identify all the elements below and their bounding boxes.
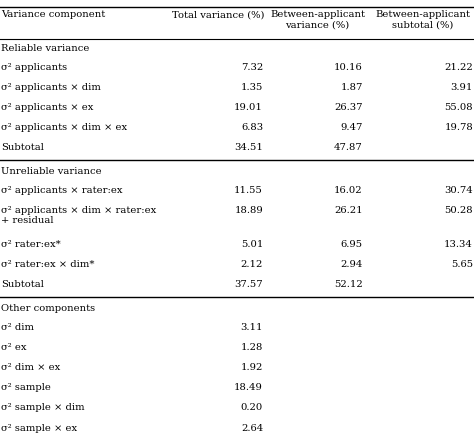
Text: 18.89: 18.89 — [234, 206, 263, 215]
Text: 19.78: 19.78 — [444, 123, 473, 132]
Text: σ² rater:ex × dim*: σ² rater:ex × dim* — [1, 260, 94, 269]
Text: 55.08: 55.08 — [445, 103, 473, 112]
Text: 52.12: 52.12 — [334, 280, 363, 289]
Text: Subtotal: Subtotal — [1, 280, 44, 289]
Text: 9.47: 9.47 — [340, 123, 363, 132]
Text: 26.21: 26.21 — [334, 206, 363, 215]
Text: σ² sample × ex: σ² sample × ex — [1, 424, 77, 432]
Text: 2.64: 2.64 — [241, 424, 263, 432]
Text: 0.20: 0.20 — [241, 403, 263, 412]
Text: 11.55: 11.55 — [234, 186, 263, 195]
Text: σ² dim × ex: σ² dim × ex — [1, 363, 60, 372]
Text: σ² applicants × dim × rater:ex
+ residual: σ² applicants × dim × rater:ex + residua… — [1, 206, 156, 226]
Text: 34.51: 34.51 — [234, 143, 263, 152]
Text: 30.74: 30.74 — [444, 186, 473, 195]
Text: 26.37: 26.37 — [334, 103, 363, 112]
Text: σ² ex: σ² ex — [1, 343, 27, 352]
Text: σ² sample: σ² sample — [1, 383, 51, 392]
Text: 1.92: 1.92 — [241, 363, 263, 372]
Text: 1.87: 1.87 — [340, 83, 363, 92]
Text: Other components: Other components — [1, 304, 95, 313]
Text: 1.35: 1.35 — [241, 83, 263, 92]
Text: 3.91: 3.91 — [451, 83, 473, 92]
Text: Total variance (%): Total variance (%) — [172, 10, 264, 19]
Text: 1.28: 1.28 — [241, 343, 263, 352]
Text: 2.94: 2.94 — [340, 260, 363, 269]
Text: σ² applicants: σ² applicants — [1, 63, 67, 71]
Text: 6.83: 6.83 — [241, 123, 263, 132]
Text: Between-applicant
variance (%): Between-applicant variance (%) — [270, 10, 365, 30]
Text: 5.65: 5.65 — [451, 260, 473, 269]
Text: 21.22: 21.22 — [444, 63, 473, 71]
Text: 16.02: 16.02 — [334, 186, 363, 195]
Text: Unreliable variance: Unreliable variance — [1, 167, 101, 176]
Text: Subtotal: Subtotal — [1, 143, 44, 152]
Text: 18.49: 18.49 — [234, 383, 263, 392]
Text: 5.01: 5.01 — [241, 240, 263, 249]
Text: 13.34: 13.34 — [444, 240, 473, 249]
Text: 37.57: 37.57 — [235, 280, 263, 289]
Text: 7.32: 7.32 — [241, 63, 263, 71]
Text: σ² applicants × dim: σ² applicants × dim — [1, 83, 101, 92]
Text: σ² sample × dim: σ² sample × dim — [1, 403, 84, 412]
Text: 10.16: 10.16 — [334, 63, 363, 71]
Text: σ² applicants × rater:ex: σ² applicants × rater:ex — [1, 186, 122, 195]
Text: Variance component: Variance component — [1, 10, 105, 19]
Text: σ² applicants × dim × ex: σ² applicants × dim × ex — [1, 123, 127, 132]
Text: 19.01: 19.01 — [234, 103, 263, 112]
Text: 47.87: 47.87 — [334, 143, 363, 152]
Text: 6.95: 6.95 — [340, 240, 363, 249]
Text: 2.12: 2.12 — [241, 260, 263, 269]
Text: 50.28: 50.28 — [445, 206, 473, 215]
Text: 3.11: 3.11 — [241, 322, 263, 332]
Text: σ² applicants × ex: σ² applicants × ex — [1, 103, 93, 112]
Text: σ² rater:ex*: σ² rater:ex* — [1, 240, 61, 249]
Text: Between-applicant
subtotal (%): Between-applicant subtotal (%) — [375, 10, 470, 30]
Text: σ² dim: σ² dim — [1, 322, 34, 332]
Text: Reliable variance: Reliable variance — [1, 44, 89, 53]
